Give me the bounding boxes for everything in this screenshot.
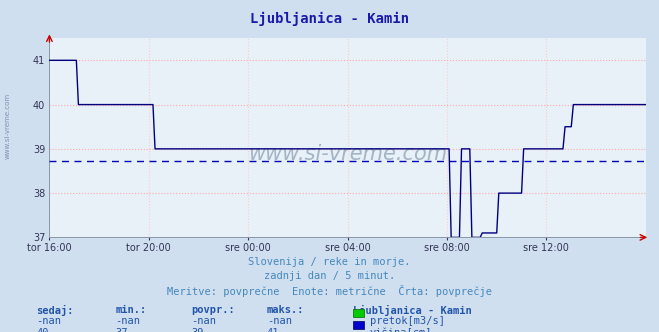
Text: -nan: -nan <box>36 316 61 326</box>
Text: 41: 41 <box>267 328 279 332</box>
Text: maks.:: maks.: <box>267 305 304 315</box>
Text: 40: 40 <box>36 328 49 332</box>
Text: pretok[m3/s]: pretok[m3/s] <box>370 316 445 326</box>
Text: Ljubljanica - Kamin: Ljubljanica - Kamin <box>250 12 409 26</box>
Text: -nan: -nan <box>267 316 292 326</box>
Text: min.:: min.: <box>115 305 146 315</box>
Text: 39: 39 <box>191 328 204 332</box>
Text: Slovenija / reke in morje.: Slovenija / reke in morje. <box>248 257 411 267</box>
Text: povpr.:: povpr.: <box>191 305 235 315</box>
Text: -nan: -nan <box>115 316 140 326</box>
Text: www.si-vreme.com: www.si-vreme.com <box>248 144 447 164</box>
Text: zadnji dan / 5 minut.: zadnji dan / 5 minut. <box>264 271 395 281</box>
Text: Ljubljanica - Kamin: Ljubljanica - Kamin <box>353 305 471 316</box>
Text: Meritve: povprečne  Enote: metrične  Črta: povprečje: Meritve: povprečne Enote: metrične Črta:… <box>167 285 492 297</box>
Text: sedaj:: sedaj: <box>36 305 74 316</box>
Text: www.si-vreme.com: www.si-vreme.com <box>5 93 11 159</box>
Text: -nan: -nan <box>191 316 216 326</box>
Text: 37: 37 <box>115 328 128 332</box>
Text: višina[cm]: višina[cm] <box>370 328 432 332</box>
